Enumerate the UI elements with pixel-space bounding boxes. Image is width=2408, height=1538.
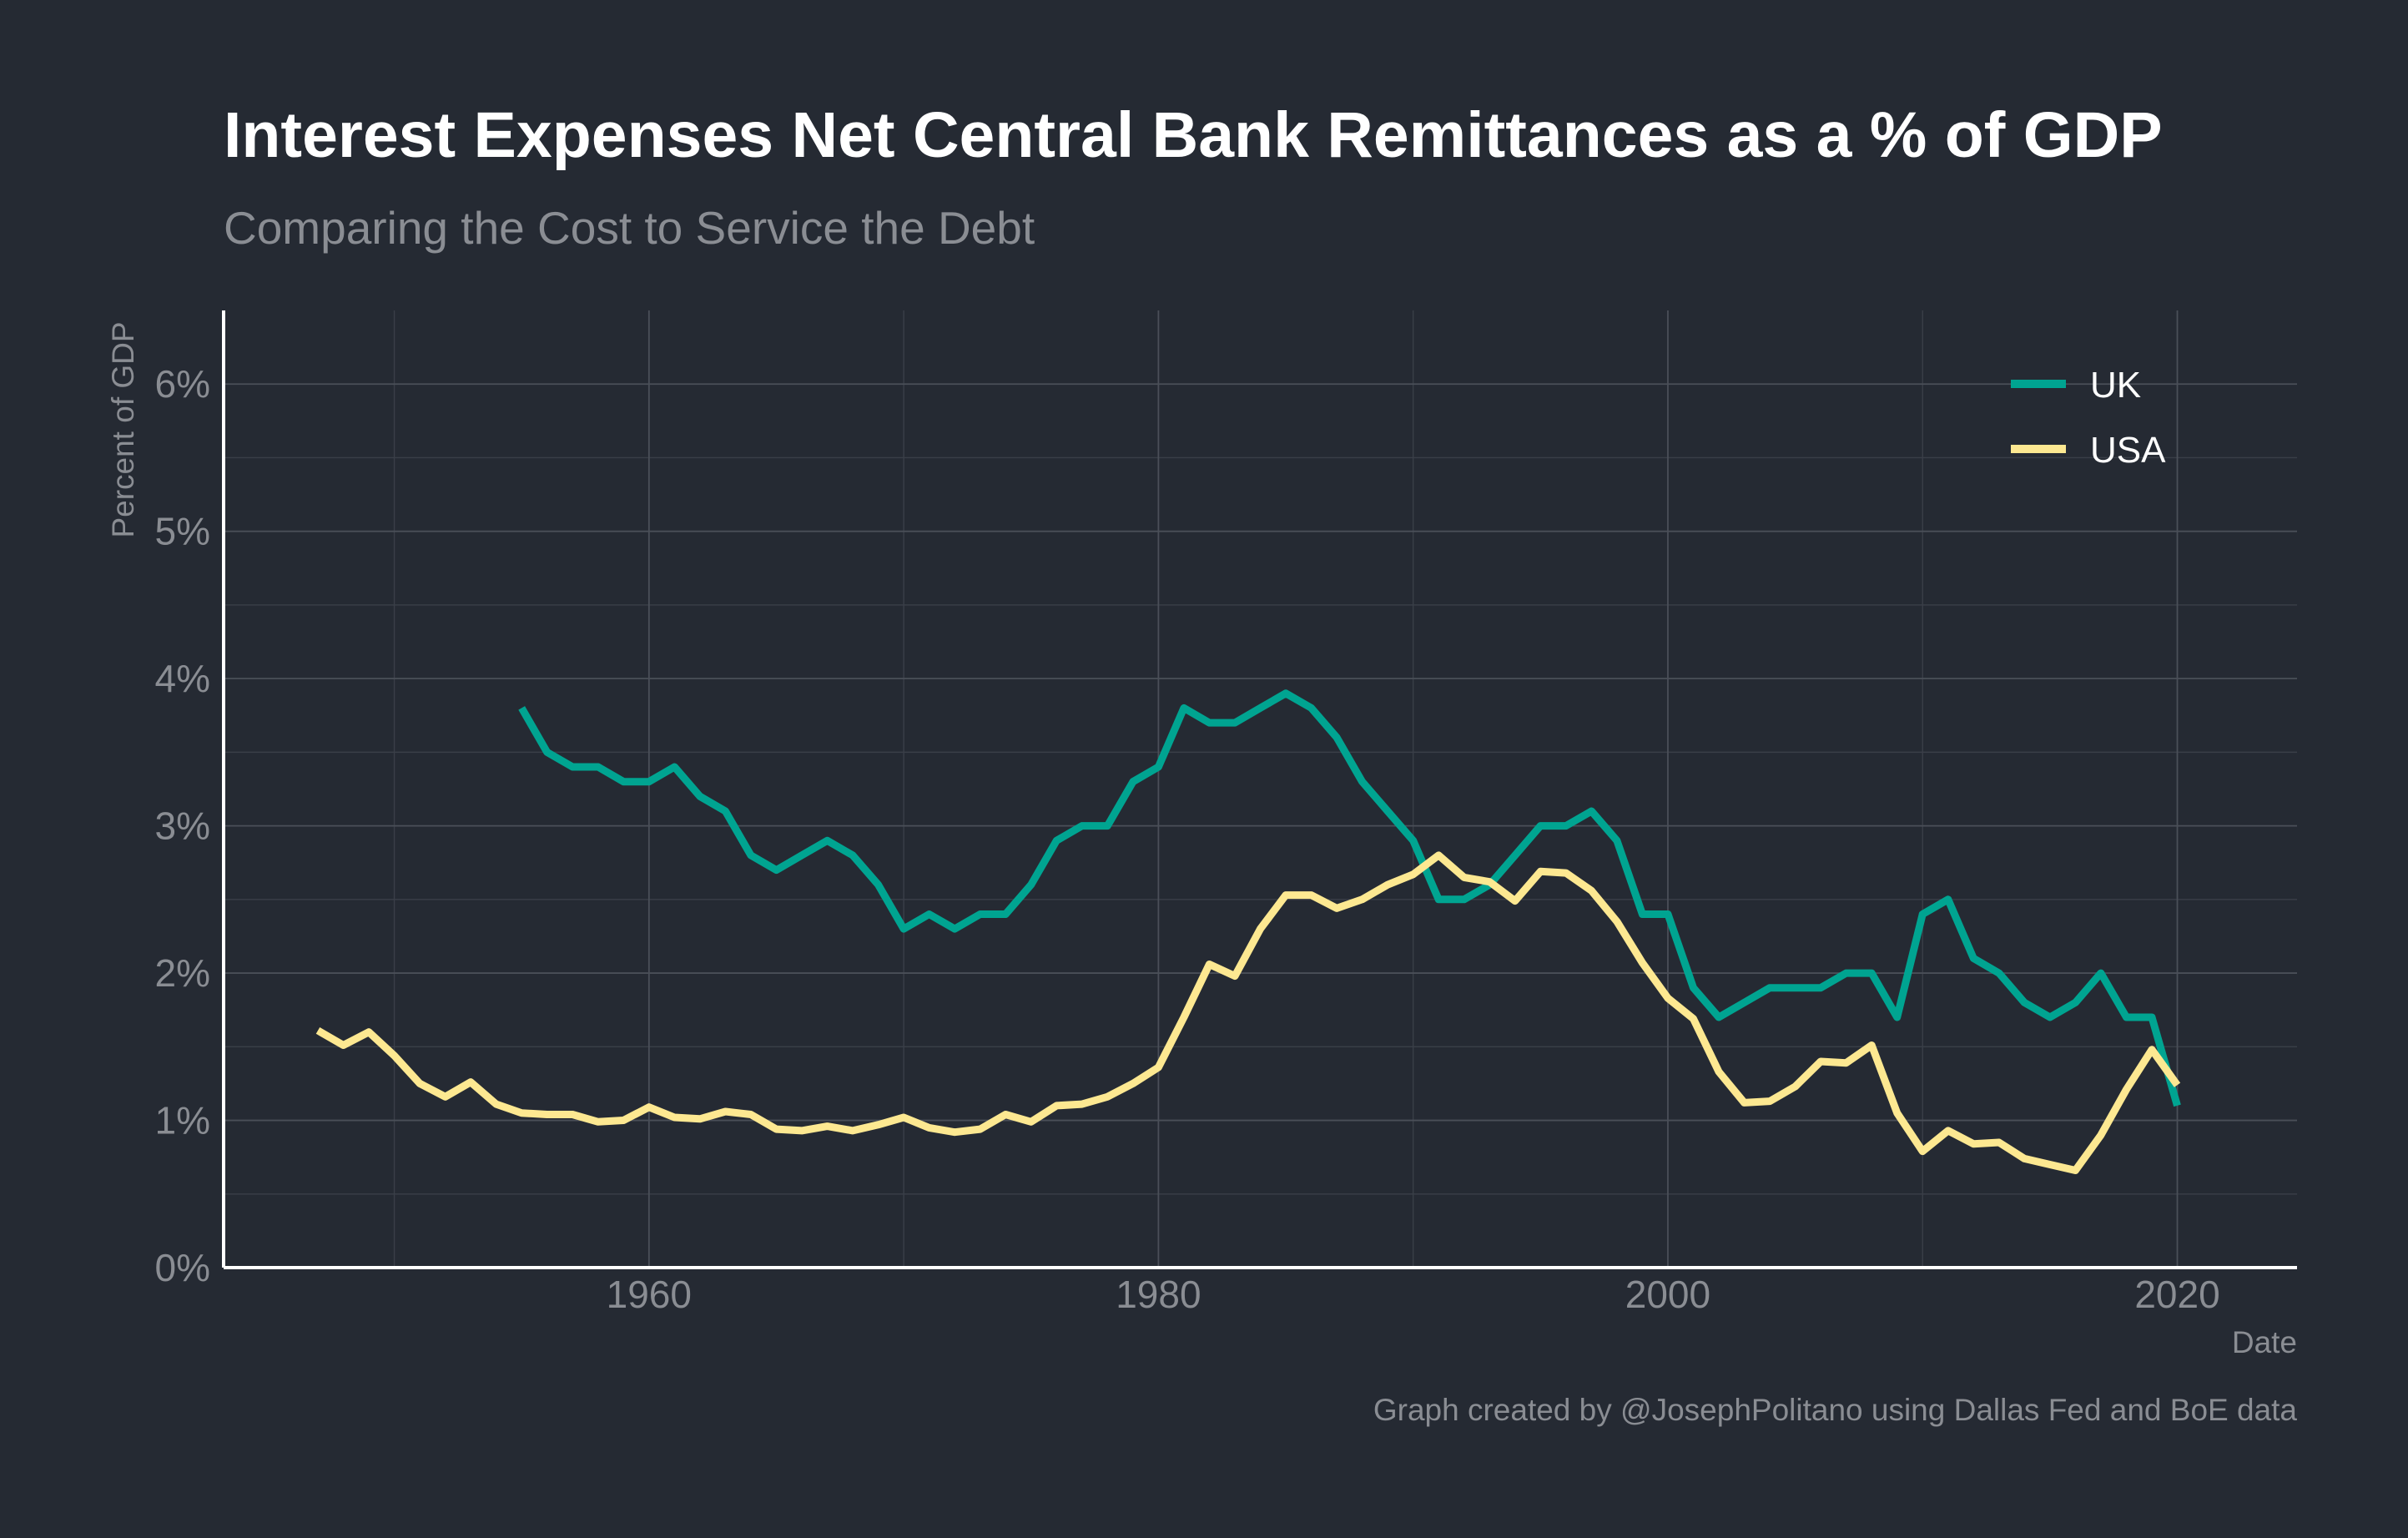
series-line-usa	[315, 851, 2181, 1174]
legend-label-usa: USA	[2090, 430, 2166, 471]
legend: UK USA	[2011, 365, 2166, 471]
y-axis-ticks: 0% 1% 2% 3% 4% 5% 6%	[155, 362, 210, 1289]
series-layer	[315, 689, 2181, 1174]
y-tick-label: 6%	[155, 362, 210, 406]
chart-caption: Graph created by @JosephPolitano using D…	[1373, 1393, 2298, 1427]
x-tick-label: 2000	[1625, 1273, 1710, 1316]
y-tick-label: 0%	[155, 1246, 210, 1289]
chart-title: Interest Expenses Net Central Bank Remit…	[224, 99, 2163, 171]
legend-label-uk: UK	[2090, 365, 2141, 406]
series-line-uk	[518, 689, 2181, 1107]
x-tick-label: 1980	[1116, 1273, 1201, 1316]
y-tick-label: 4%	[155, 657, 210, 700]
x-axis-title: Date	[2232, 1325, 2297, 1359]
x-axis-ticks: 1960 1980 2000 2020	[607, 1273, 2220, 1316]
y-tick-label: 3%	[155, 804, 210, 848]
y-tick-label: 1%	[155, 1099, 210, 1142]
x-tick-label: 1960	[607, 1273, 692, 1316]
y-tick-label: 2%	[155, 951, 210, 995]
chart-subtitle: Comparing the Cost to Service the Debt	[224, 202, 1035, 254]
y-axis-title: Percent of GDP	[106, 321, 140, 537]
y-tick-label: 5%	[155, 510, 210, 553]
x-tick-label: 2020	[2134, 1273, 2219, 1316]
